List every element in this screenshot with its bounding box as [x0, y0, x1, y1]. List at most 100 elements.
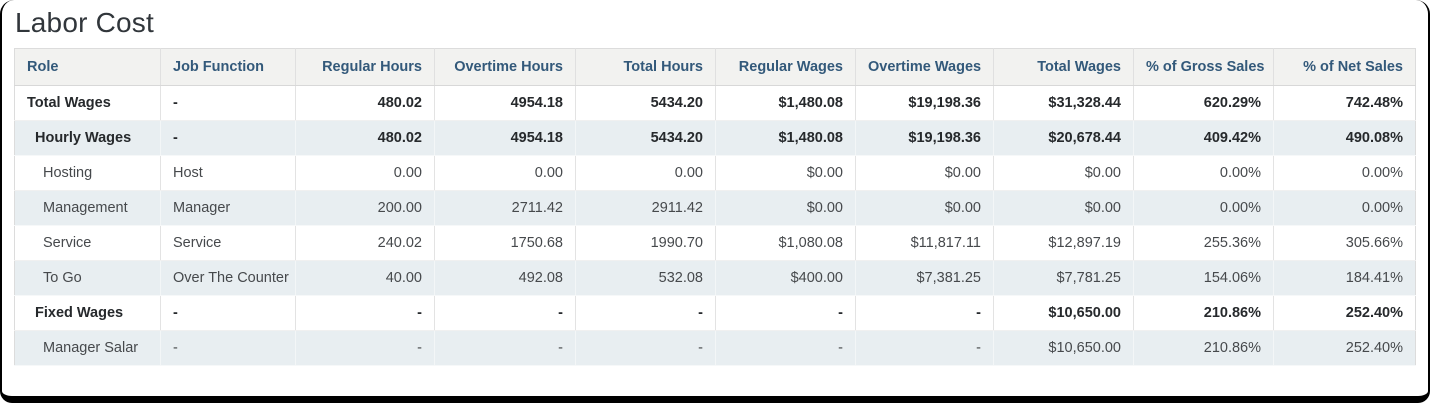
- cell: Over The Counter: [160, 260, 296, 296]
- cell: 0.00%: [1273, 190, 1416, 226]
- cell: $7,381.25: [855, 260, 994, 296]
- cell: 492.08: [434, 260, 576, 296]
- cell: $10,650.00: [993, 295, 1134, 331]
- cell: -: [575, 330, 716, 366]
- cell: -: [160, 295, 296, 331]
- table-row: Hourly Wages -480.02 4954.18 5434.20 $1,480.…: [14, 120, 1416, 156]
- cell: -: [715, 295, 856, 331]
- cell: $0.00: [855, 155, 994, 191]
- cell: 4954.18: [434, 85, 576, 121]
- cell: $11,817.11: [855, 225, 994, 261]
- cell: 2711.42: [434, 190, 576, 226]
- cell: $7,781.25: [993, 260, 1134, 296]
- cell: 480.02: [295, 120, 435, 156]
- role-cell: Fixed Wages: [14, 295, 161, 331]
- cell: -: [295, 295, 435, 331]
- cell: 305.66%: [1273, 225, 1416, 261]
- cell: -: [160, 330, 296, 366]
- cell: -: [855, 330, 994, 366]
- column-header-overtime-wages: Overtime Wages: [855, 48, 994, 86]
- cell: 255.36%: [1133, 225, 1274, 261]
- cell: 2911.42: [575, 190, 716, 226]
- table-header-row: Role Job Function Regular Hours Overtime Ho…: [14, 48, 1416, 86]
- table-row: Management Manager 200.00 2711.42 2911.42 $0.…: [14, 190, 1416, 226]
- column-header-job-function: Job Function: [160, 48, 296, 86]
- cell: -: [434, 330, 576, 366]
- cell: 1750.68: [434, 225, 576, 261]
- table-row: Total Wages -480.02 4954.18 5434.20 $1,480.0…: [14, 85, 1416, 121]
- cell: $19,198.36: [855, 120, 994, 156]
- cell: $1,480.08: [715, 85, 856, 121]
- cell: $0.00: [855, 190, 994, 226]
- cell: Manager: [160, 190, 296, 226]
- cell: 252.40%: [1273, 295, 1416, 331]
- column-header-total-hours: Total Hours: [575, 48, 716, 86]
- role-cell: Hosting: [14, 155, 161, 191]
- cell: 210.86%: [1133, 295, 1274, 331]
- role-cell: Manager Salar: [14, 330, 161, 366]
- cell: 4954.18: [434, 120, 576, 156]
- column-header-of-gross-sales: % of Gross Sales: [1133, 48, 1274, 86]
- column-header-of-net-sales: % of Net Sales: [1273, 48, 1416, 86]
- cell: -: [160, 120, 296, 156]
- table-row: To Go Over The Counter 40.00 492.08 532.08 $4…: [14, 260, 1416, 296]
- cell: 620.29%: [1133, 85, 1274, 121]
- role-cell: Management: [14, 190, 161, 226]
- cell: 0.00%: [1273, 155, 1416, 191]
- cell: $20,678.44: [993, 120, 1134, 156]
- cell: -: [715, 330, 856, 366]
- cell: Service: [160, 225, 296, 261]
- role-cell: To Go: [14, 260, 161, 296]
- cell: $10,650.00: [993, 330, 1134, 366]
- cell: $1,480.08: [715, 120, 856, 156]
- cell: -: [160, 85, 296, 121]
- cell: $0.00: [993, 155, 1134, 191]
- cell: Host: [160, 155, 296, 191]
- cell: 0.00: [575, 155, 716, 191]
- table-body: Total Wages -480.02 4954.18 5434.20 $1,480.0…: [14, 85, 1416, 366]
- column-header-total-wages: Total Wages: [993, 48, 1134, 86]
- cell: 0.00%: [1133, 155, 1274, 191]
- cell: 480.02: [295, 85, 435, 121]
- cell: -: [295, 330, 435, 366]
- cell: $12,897.19: [993, 225, 1134, 261]
- cell: 154.06%: [1133, 260, 1274, 296]
- cell: $1,080.08: [715, 225, 856, 261]
- role-cell: Total Wages: [14, 85, 161, 121]
- cell: 40.00: [295, 260, 435, 296]
- cell: -: [434, 295, 576, 331]
- cell: 0.00%: [1133, 190, 1274, 226]
- cell: 532.08: [575, 260, 716, 296]
- cell: -: [855, 295, 994, 331]
- table-row: Fixed Wages - - - - - - $10,650.00 210.86% 252.40…: [14, 295, 1416, 331]
- cell: 0.00: [295, 155, 435, 191]
- column-header-regular-hours: Regular Hours: [295, 48, 435, 86]
- cell: 409.42%: [1133, 120, 1274, 156]
- table-row: Manager Salar - - - - - - $10,650.00 210.86% 252.…: [14, 330, 1416, 366]
- cell: 0.00: [434, 155, 576, 191]
- table-row: Hosting Host 0.00 0.00 0.00 $0.00 $0.00 $0.00 0.…: [14, 155, 1416, 191]
- cell: 200.00: [295, 190, 435, 226]
- cell: 5434.20: [575, 85, 716, 121]
- cell: $400.00: [715, 260, 856, 296]
- page-title: Labor Cost: [15, 7, 154, 38]
- cell: $0.00: [993, 190, 1134, 226]
- column-header-regular-wages: Regular Wages: [715, 48, 856, 86]
- cell: 252.40%: [1273, 330, 1416, 366]
- labor-cost-table: Role Job Function Regular Hours Overtime Ho…: [14, 48, 1416, 366]
- cell: $19,198.36: [855, 85, 994, 121]
- cell: 5434.20: [575, 120, 716, 156]
- cell: 240.02: [295, 225, 435, 261]
- role-cell: Hourly Wages: [14, 120, 161, 156]
- column-header-role: Role: [14, 48, 161, 86]
- role-cell: Service: [14, 225, 161, 261]
- cell: $0.00: [715, 190, 856, 226]
- table-row: Service Service 240.02 1750.68 1990.70 $1,080…: [14, 225, 1416, 261]
- cell: 210.86%: [1133, 330, 1274, 366]
- cell: -: [575, 295, 716, 331]
- cell: 1990.70: [575, 225, 716, 261]
- cell: 490.08%: [1273, 120, 1416, 156]
- cell: 742.48%: [1273, 85, 1416, 121]
- cell: 184.41%: [1273, 260, 1416, 296]
